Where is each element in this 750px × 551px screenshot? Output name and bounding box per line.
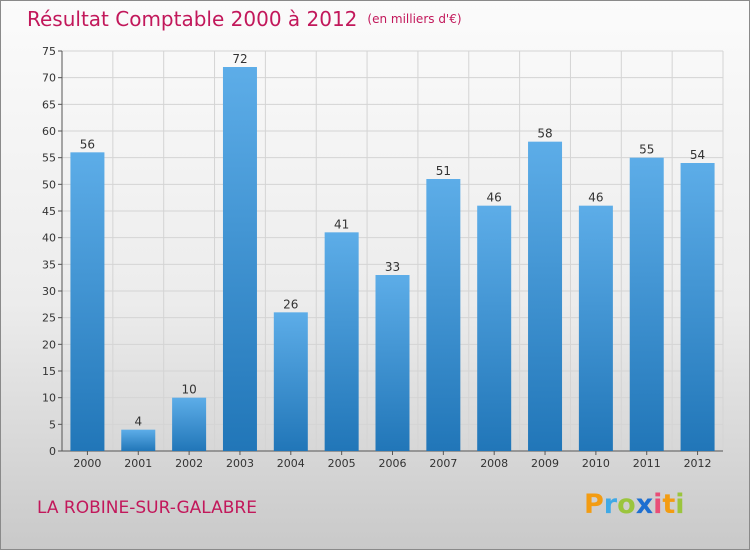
bar [578,205,613,451]
x-tick-label: 2000 [73,457,101,470]
x-tick-label: 2002 [175,457,203,470]
y-tick-label: 15 [42,365,56,378]
y-tick-label: 5 [49,418,56,431]
y-tick-label: 10 [42,392,56,405]
chart-title-text: Résultat Comptable 2000 à 2012 [27,7,358,31]
data-labels: 56 4 10 72 26 41 33 51 46 58 46 55 54 [80,52,705,429]
logo-letter: i [675,489,685,520]
location-name: LA ROBINE-SUR-GALABRE [37,498,257,518]
data-label: 33 [385,260,400,274]
x-tick-label: 2005 [328,457,356,470]
data-label: 10 [181,383,196,397]
y-tick-label: 35 [42,258,56,271]
y-tick-label: 60 [42,125,56,138]
data-label: 72 [232,52,247,66]
logo-letter: P [584,489,604,520]
x-tick-label: 2007 [429,457,457,470]
y-tick-label: 0 [49,445,56,458]
data-label: 56 [80,137,95,151]
x-tick-label: 2011 [633,457,661,470]
bar [375,275,410,451]
y-tick-label: 50 [42,178,56,191]
data-label: 55 [639,143,654,157]
bar [70,152,105,452]
y-tick-label: 65 [42,98,56,111]
y-tick-label: 70 [42,72,56,85]
x-tick-label: 2004 [277,457,305,470]
bar [172,397,207,451]
logo-letter: o [617,489,636,520]
y-tick-label: 20 [42,338,56,351]
y-tick-label: 30 [42,285,56,298]
logo-letter: r [603,489,618,520]
bar [680,163,715,451]
chart-title: Résultat Comptable 2000 à 2012 (en millie… [27,7,462,31]
x-tick-label: 2010 [582,457,610,470]
y-tick-label: 45 [42,205,56,218]
x-tick-label: 2006 [379,457,407,470]
bar [273,312,308,451]
y-tick-label: 25 [42,312,56,325]
bar [629,157,664,451]
x-tick-label: 2003 [226,457,254,470]
bars [70,67,715,452]
x-tick-label: 2001 [124,457,152,470]
logo-letter: i [653,489,663,520]
x-tick-label: 2009 [531,457,559,470]
data-label: 58 [537,127,552,141]
proxiti-logo: Proxiti [584,489,685,520]
data-label: 41 [334,217,349,231]
bar [426,179,461,451]
y-tick-label: 55 [42,152,56,165]
data-label: 54 [690,148,705,162]
y-tick-label: 75 [42,45,56,58]
bar [222,67,257,451]
logo-letter: t [662,489,676,520]
axes: 0 5 10 15 20 25 30 35 40 45 50 55 60 65 70 75 2000 2001 20… [42,45,723,470]
chart-subtitle: (en milliers d'€) [367,12,462,26]
logo-letter: x [635,489,654,520]
bar [477,205,512,451]
data-label: 46 [487,191,502,205]
data-label: 51 [436,164,451,178]
data-label: 46 [588,191,603,205]
bar [121,429,156,451]
x-tick-label: 2008 [480,457,508,470]
data-label: 26 [283,297,298,311]
bar [528,141,563,451]
y-tick-label: 40 [42,232,56,245]
bar [324,232,359,451]
x-tick-label: 2012 [684,457,712,470]
data-label: 4 [134,415,142,429]
